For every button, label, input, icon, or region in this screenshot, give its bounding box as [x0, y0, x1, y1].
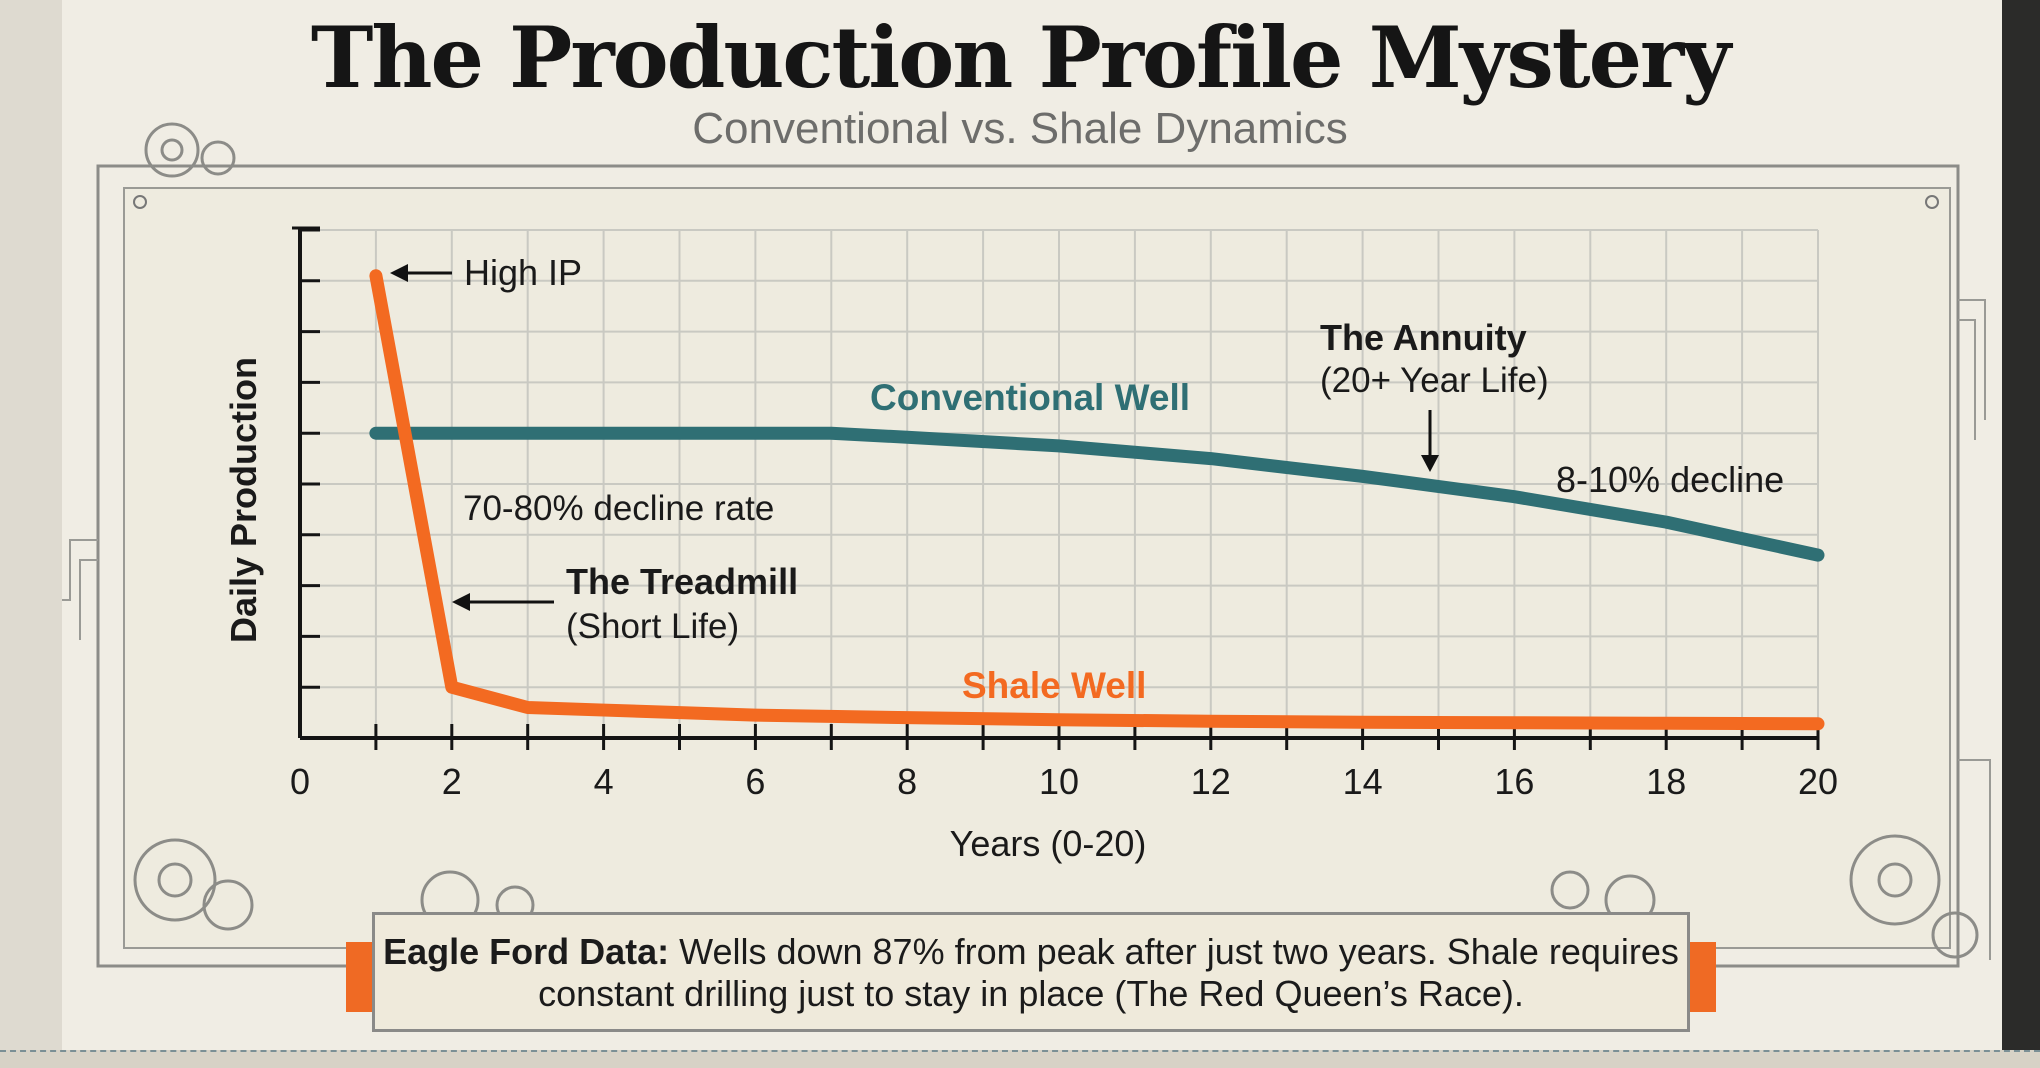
x-tick-labels: 0 2 4 6 8 10 12 14 16 18 20 [290, 761, 1838, 802]
dark-margin-right [2000, 0, 2040, 1068]
blueprint-margin-left [0, 0, 62, 1068]
x-tick-label: 14 [1343, 761, 1383, 802]
circuit-traces [62, 299, 1991, 960]
x-tick-label: 0 [290, 761, 310, 802]
chart-series [369, 269, 1825, 731]
high-ip-arrow-icon [390, 264, 408, 282]
callout-tab-left [346, 942, 372, 1012]
annotation-treadmill-title: The Treadmill [566, 561, 798, 602]
callout-tab-right [1690, 942, 1716, 1012]
series-line-shale-well [369, 269, 1825, 731]
x-tick-label: 8 [897, 761, 917, 802]
annotation-annuity-title: The Annuity [1320, 317, 1527, 358]
y-axis-label: Daily Production [223, 357, 264, 643]
x-tick-label: 20 [1798, 761, 1838, 802]
series-label-conventional: Conventional Well [870, 377, 1190, 418]
x-tick-label: 4 [594, 761, 614, 802]
x-tick-label: 10 [1039, 761, 1079, 802]
annotation-shale-decline: 70-80% decline rate [463, 489, 774, 528]
dashed-bottom-edge [0, 1050, 2040, 1068]
x-tick-label: 16 [1494, 761, 1534, 802]
x-tick-label: 18 [1646, 761, 1686, 802]
gears-bottom-right-icon [1550, 834, 1979, 959]
page-title: The Production Profile Mystery [310, 8, 1731, 107]
chart-grid [300, 229, 1819, 738]
treadmill-arrow-icon [452, 593, 470, 611]
gear-icon [144, 122, 236, 178]
gears-bottom-left-icon [133, 838, 535, 931]
series-label-shale: Shale Well [962, 665, 1146, 706]
callout-text: Wells down 87% from peak after just two … [538, 931, 1679, 1014]
eagle-ford-callout: Eagle Ford Data: Wells down 87% from pea… [372, 912, 1690, 1032]
annotation-annuity-sub: (20+ Year Life) [1320, 361, 1549, 400]
annotation-conv-decline: 8-10% decline [1556, 459, 1784, 500]
x-axis-label: Years (0-20) [950, 823, 1147, 864]
chart-axes [292, 226, 1820, 750]
annuity-arrow-icon [1421, 455, 1439, 472]
x-tick-label: 12 [1191, 761, 1231, 802]
page-subtitle: Conventional vs. Shale Dynamics [692, 104, 1348, 153]
annotation-high-ip: High IP [464, 252, 582, 293]
annotation-treadmill-sub: (Short Life) [566, 607, 739, 646]
callout-lead: Eagle Ford Data: [383, 931, 670, 972]
series-line-conventional-well [369, 426, 1825, 562]
x-tick-label: 6 [745, 761, 765, 802]
x-tick-label: 2 [442, 761, 462, 802]
